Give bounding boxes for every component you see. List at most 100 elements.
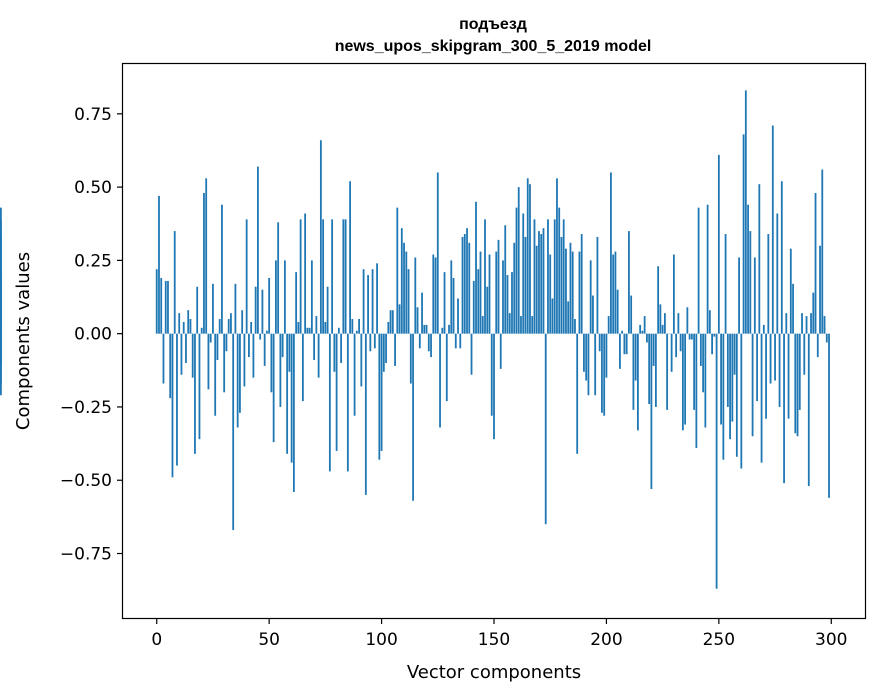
bar	[380, 333, 383, 451]
bar	[268, 277, 271, 334]
bar	[423, 324, 426, 334]
bar	[515, 207, 518, 334]
bar	[236, 333, 239, 428]
bar	[605, 333, 608, 378]
bar	[756, 333, 758, 402]
bar	[715, 333, 718, 589]
bar	[607, 316, 610, 334]
bar	[574, 319, 576, 334]
bar	[400, 228, 403, 334]
bar	[708, 310, 711, 334]
bar	[241, 310, 244, 334]
bar	[690, 333, 693, 340]
bar	[232, 333, 235, 531]
bar	[457, 298, 459, 334]
bar	[801, 313, 803, 334]
bar	[598, 333, 601, 352]
bar	[200, 327, 203, 334]
bar	[729, 333, 731, 440]
bar	[344, 219, 347, 334]
bar	[245, 219, 248, 334]
bar	[720, 333, 722, 425]
bar	[812, 292, 815, 334]
bar	[735, 333, 738, 457]
bar	[670, 333, 673, 372]
bar	[699, 333, 702, 366]
bar	[774, 333, 776, 381]
bar	[331, 219, 334, 334]
bar	[367, 275, 369, 334]
bar	[717, 154, 720, 334]
bar	[358, 319, 360, 334]
bar	[346, 333, 349, 472]
bar	[549, 254, 552, 334]
bar	[281, 333, 284, 358]
bar	[789, 248, 792, 334]
bar	[180, 333, 183, 375]
bar	[409, 333, 412, 384]
bar	[239, 333, 241, 413]
bar	[427, 333, 430, 352]
bar	[342, 219, 345, 334]
bar	[589, 260, 592, 334]
chart-title: подъезд	[459, 16, 527, 33]
bar	[531, 316, 534, 334]
bar	[630, 295, 633, 334]
bar	[783, 333, 785, 484]
bar	[747, 204, 749, 334]
bar	[421, 292, 423, 334]
bar	[209, 333, 212, 343]
bar	[212, 283, 214, 334]
bar	[463, 234, 466, 334]
bar	[468, 242, 471, 334]
bar	[542, 228, 545, 334]
bar	[261, 289, 264, 334]
bar	[722, 333, 725, 460]
bar	[771, 125, 774, 334]
bar	[614, 251, 617, 334]
bar	[767, 234, 770, 334]
bar	[805, 316, 808, 334]
bar	[486, 286, 489, 334]
bar	[167, 280, 169, 334]
bar	[580, 234, 583, 334]
bar	[625, 333, 628, 355]
bar	[481, 316, 484, 334]
bar	[587, 333, 590, 396]
bar	[497, 239, 500, 334]
bar	[495, 251, 498, 334]
bar	[230, 313, 232, 334]
bar	[657, 266, 660, 334]
bar	[816, 333, 819, 358]
bar	[441, 327, 444, 334]
bar	[216, 333, 219, 361]
bar	[731, 333, 734, 422]
x-tick-label: 250	[703, 630, 735, 650]
chart-subtitle: news_upos_skipgram_300_5_2019 model	[335, 38, 652, 55]
bar	[659, 304, 662, 334]
bar	[430, 333, 432, 358]
bar	[684, 333, 687, 425]
bar	[648, 333, 651, 405]
bar	[713, 333, 716, 337]
x-tick-label: 100	[365, 630, 397, 650]
bar	[571, 251, 574, 334]
bar	[169, 333, 172, 399]
bar	[248, 333, 250, 358]
bar	[477, 269, 480, 334]
bar	[594, 333, 597, 396]
bar	[666, 333, 669, 410]
bar	[585, 333, 588, 381]
bar	[382, 333, 385, 372]
bar	[508, 313, 511, 334]
y-tick-label: −0.75	[60, 545, 112, 565]
bar	[603, 333, 606, 416]
bar	[369, 333, 372, 352]
bar	[385, 333, 387, 363]
bar	[787, 333, 790, 419]
bar	[776, 213, 779, 334]
bar	[257, 166, 259, 334]
bar	[576, 333, 579, 454]
bar	[544, 333, 547, 525]
bar	[272, 333, 275, 443]
